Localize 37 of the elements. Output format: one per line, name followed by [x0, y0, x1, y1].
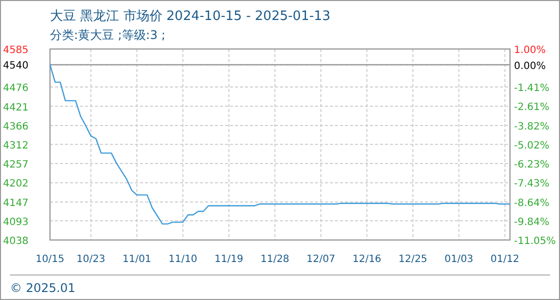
y2-tick-label: -6.23%	[514, 160, 550, 171]
y-tick-label: 4093	[3, 216, 28, 228]
y-tick-label: 4421	[3, 102, 28, 114]
line-series	[49, 64, 511, 225]
x-tick-label: 11/01	[122, 254, 152, 265]
text: © 2025.01	[10, 281, 76, 295]
x-tick-label: 10/23	[76, 254, 106, 265]
y2-tick-label: -1.41%	[514, 83, 550, 94]
x-tick-label: 11/28	[260, 254, 290, 265]
y2-tick-label: -5.02%	[514, 140, 550, 152]
y-tick-label: 4038	[3, 236, 28, 247]
y2-tick-label: -8.64%	[514, 198, 550, 209]
y-tick-label: 4366	[3, 121, 28, 132]
chart-title: 大豆 黑龙江 市场价 2024-10-15 - 2025-01-13	[50, 9, 330, 24]
x-tick-label: 12/25	[398, 254, 428, 265]
y-tick-label: 4312	[3, 140, 28, 152]
y-tick-label: 4476	[3, 83, 28, 94]
y2-tick-label: -2.61%	[514, 102, 550, 114]
y2-tick-label: -11.05%	[514, 236, 556, 247]
x-tick-label: 11/10	[168, 254, 198, 265]
x-tick-label: 11/19	[214, 254, 244, 265]
y-tick-label: 4585	[3, 45, 28, 56]
x-tick-label: 12/16	[352, 254, 382, 265]
y2-tick-label: 0.00%	[514, 60, 546, 72]
y2-tick-label: -9.84%	[514, 216, 550, 228]
y2-tick-label: -7.43%	[514, 178, 550, 190]
chart-subtitle: 分类:黄大豆 ;等级:3 ;	[50, 28, 166, 42]
x-tick-label: 10/15	[36, 254, 64, 265]
y-tick-label: 4202	[3, 178, 28, 190]
y-tick-label: 4540	[3, 60, 28, 72]
x-tick-label: 01/12	[490, 254, 520, 265]
x-tick-label: 01/03	[444, 254, 474, 265]
y-tick-label: 4147	[3, 198, 28, 209]
y-tick-label: 4257	[3, 160, 28, 171]
x-tick-label: 12/07	[306, 254, 336, 265]
y2-tick-label: -3.82%	[514, 121, 550, 132]
y2-tick-label: 1.00%	[514, 45, 546, 56]
